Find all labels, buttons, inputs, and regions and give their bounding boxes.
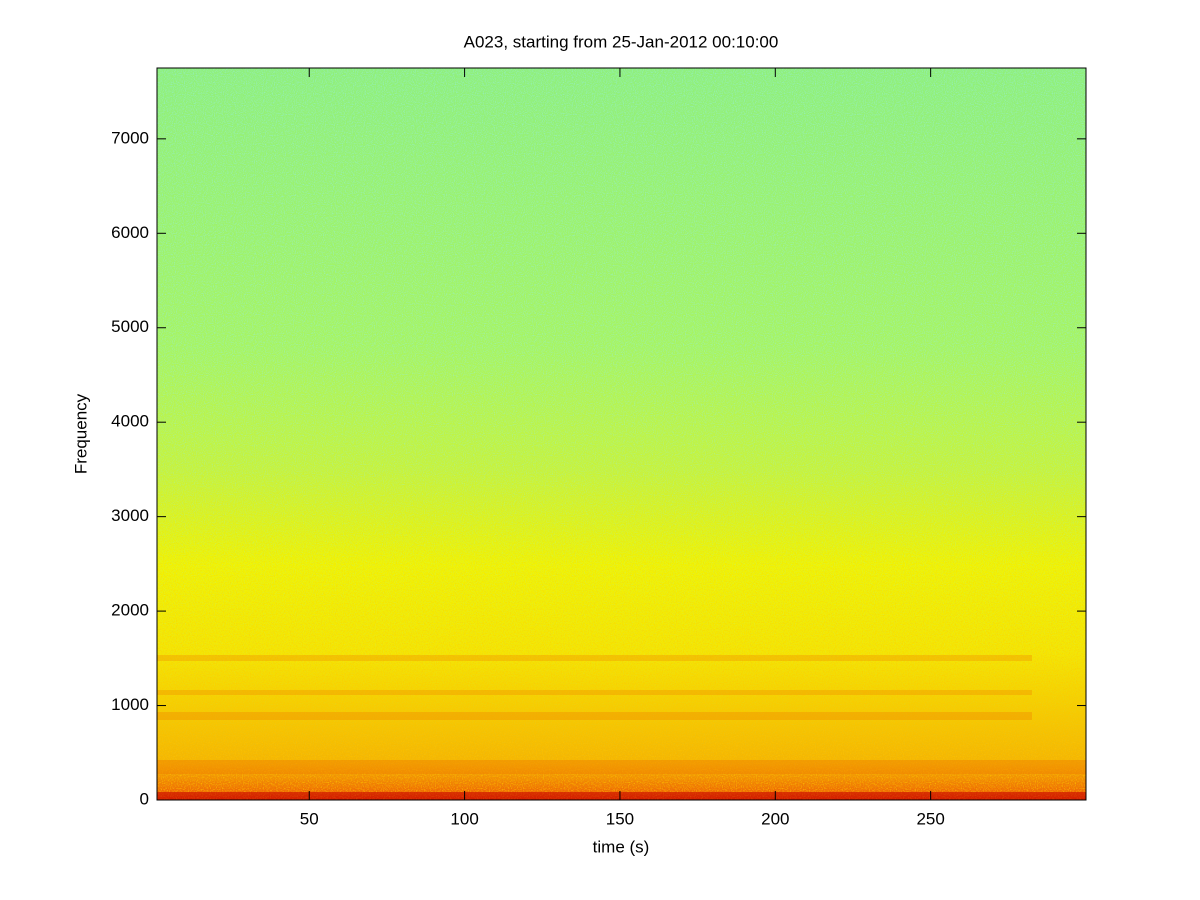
x-tick-label: 150 xyxy=(606,809,634,828)
y-tick-label: 3000 xyxy=(111,506,149,525)
y-tick-label: 6000 xyxy=(111,223,149,242)
x-tick-label: 50 xyxy=(300,809,319,828)
x-tick-label: 250 xyxy=(916,809,944,828)
y-axis-label: Frequency xyxy=(71,393,90,474)
x-tick-label: 200 xyxy=(761,809,789,828)
y-tick-label: 5000 xyxy=(111,317,149,336)
chart-title: A023, starting from 25-Jan-2012 00:10:00 xyxy=(464,32,779,51)
x-tick-label: 100 xyxy=(450,809,478,828)
y-tick-label: 1000 xyxy=(111,695,149,714)
y-tick-label: 2000 xyxy=(111,601,149,620)
spectrogram-image xyxy=(157,68,1086,800)
x-axis-label: time (s) xyxy=(593,837,650,856)
y-tick-label: 0 xyxy=(140,789,149,808)
y-tick-label: 4000 xyxy=(111,412,149,431)
axes-box xyxy=(156,67,1087,801)
y-tick-label: 7000 xyxy=(111,128,149,147)
